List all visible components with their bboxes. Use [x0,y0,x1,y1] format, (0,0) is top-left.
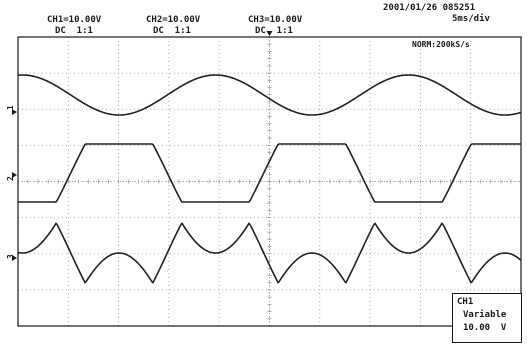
ground-marker [12,109,17,115]
info-mode: Variable [463,310,507,320]
ch3-coupling: DC 1:1 [255,26,293,36]
ch1-scale: CH1=10.00V [47,15,102,25]
screen-frame [17,36,522,327]
trace-label-ch3: 3 [6,254,15,259]
trace-label-ch2: 2 [6,176,15,181]
ground-marker [12,255,17,261]
info-channel: CH1 [457,297,474,307]
ch2-coupling: DC 1:1 [153,26,191,36]
info-value: 10.00 V [463,323,507,333]
ground-marker [12,172,17,178]
ch3-scale: CH3=10.00V [248,15,303,25]
trigger-marker [266,31,273,36]
timestamp: 2001/01/26 085251 [383,3,476,13]
ch2-scale: CH2=10.00V [146,15,201,25]
time-per-div: 5ms/div [452,14,490,24]
trace-ch1 [17,74,522,116]
ch1-coupling: DC 1:1 [55,26,93,36]
trace-label-ch1: 1 [6,105,15,110]
acquisition-mode: NORM:200kS/s [412,40,470,49]
variable-scale-box: CH1 Variable 10.00 V [452,293,522,343]
trace-ch3 [17,222,522,284]
trace-ch2 [18,143,521,203]
